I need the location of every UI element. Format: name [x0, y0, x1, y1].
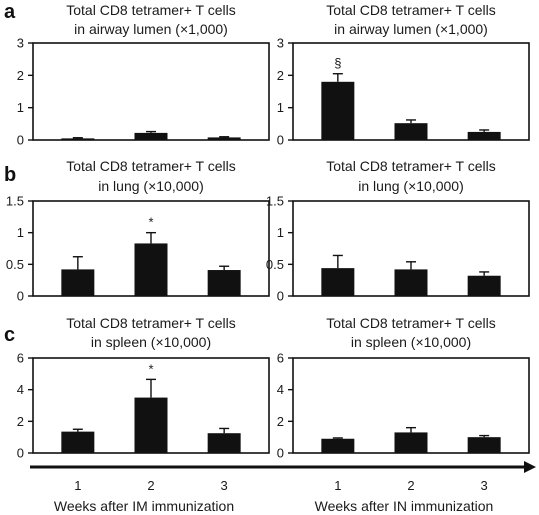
panel-letter-b: b — [4, 164, 16, 186]
chart-2-bar-0 — [61, 269, 95, 296]
chart-4-ytick-label-0: 0 — [17, 446, 24, 461]
chart-3-bar-2 — [467, 275, 501, 296]
chart-1-ytick-label-0: 0 — [277, 133, 284, 148]
chart-1-ytick-label-1: 1 — [277, 100, 284, 115]
chart-4-title-line-1: in spleen (×10,000) — [91, 334, 211, 350]
chart-4-ytick-label-1: 2 — [17, 414, 24, 429]
chart-1-bar-1 — [394, 123, 428, 140]
chart-3-ytick-label-0: 0 — [277, 289, 284, 304]
chart-4-bar-0 — [61, 431, 95, 453]
chart-3-title-line-0: Total CD8 tetramer+ T cells — [326, 158, 496, 174]
chart-5-ytick-label-0: 0 — [277, 446, 284, 461]
chart-3-ytick-label-1: 0.5 — [266, 257, 284, 272]
chart-1-ytick-label-2: 2 — [277, 68, 284, 83]
chart-4-ytick-label-2: 4 — [17, 382, 24, 397]
x-tick-label-0-0: 1 — [74, 478, 81, 493]
x-axis-label-in: Weeks after IN immunization — [315, 498, 494, 514]
x-tick-label-1-2: 3 — [481, 478, 488, 493]
chart-0-bar-1 — [134, 132, 168, 140]
chart-2-title-line-0: Total CD8 tetramer+ T cells — [66, 158, 236, 174]
panel-letter-c: c — [4, 324, 15, 346]
chart-5-ytick-label-3: 6 — [277, 351, 284, 366]
chart-2-ytick-label-2: 1 — [17, 225, 24, 240]
chart-2-bar-2 — [207, 270, 241, 296]
chart-0-ytick-label-0: 0 — [17, 133, 24, 148]
chart-1-title-line-0: Total CD8 tetramer+ T cells — [326, 2, 496, 18]
x-tick-label-0-1: 2 — [147, 478, 154, 493]
chart-5-bar-2 — [467, 437, 501, 453]
chart-4-title-line-0: Total CD8 tetramer+ T cells — [66, 315, 236, 331]
chart-5-title-line-0: Total CD8 tetramer+ T cells — [326, 315, 496, 331]
chart-0-title-line-0: Total CD8 tetramer+ T cells — [66, 2, 236, 18]
chart-4-annotation-1: * — [148, 361, 153, 376]
chart-3-bar-1 — [394, 269, 428, 296]
chart-5-ytick-label-1: 2 — [277, 414, 284, 429]
chart-1-bar-2 — [467, 131, 501, 140]
chart-0-ytick-label-3: 3 — [17, 36, 24, 51]
chart-2-ytick-label-3: 1.5 — [6, 194, 24, 209]
chart-4-bar-2 — [207, 433, 241, 453]
chart-4-ytick-label-3: 6 — [17, 351, 24, 366]
x-axis-label-im: Weeks after IM immunization — [54, 498, 234, 514]
chart-5-bar-0 — [321, 438, 355, 453]
chart-0-bar-0 — [61, 138, 95, 140]
chart-2-annotation-1: * — [148, 215, 153, 230]
chart-2-title-line-1: in lung (×10,000) — [98, 178, 203, 194]
chart-3-ytick-label-3: 1.5 — [266, 194, 284, 209]
chart-0-ytick-label-1: 1 — [17, 100, 24, 115]
time-arrow-head — [524, 461, 536, 473]
x-tick-label-1-1: 2 — [407, 478, 414, 493]
chart-5-bar-1 — [394, 432, 428, 453]
x-tick-label-0-2: 3 — [221, 478, 228, 493]
chart-0-frame — [32, 42, 270, 141]
chart-0-title-line-1: in airway lumen (×1,000) — [74, 21, 228, 37]
chart-2-bar-1 — [134, 243, 168, 296]
panel-letter-a: a — [4, 1, 16, 23]
chart-0-bar-2 — [207, 137, 241, 140]
chart-4-bar-1 — [134, 397, 168, 453]
chart-5-title-line-1: in spleen (×10,000) — [351, 334, 471, 350]
chart-2-ytick-label-1: 0.5 — [6, 257, 24, 272]
chart-1-ytick-label-3: 3 — [277, 36, 284, 51]
chart-3-title-line-1: in lung (×10,000) — [358, 178, 463, 194]
chart-1-bar-0 — [321, 81, 355, 140]
chart-1-title-line-1: in airway lumen (×1,000) — [334, 21, 488, 37]
charts-group: Total CD8 tetramer+ T cells in airway lum… — [6, 2, 530, 461]
chart-2-ytick-label-0: 0 — [17, 289, 24, 304]
x-tick-labels: 1 2 3 1 2 3 — [74, 478, 488, 493]
chart-3-bar-0 — [321, 268, 355, 296]
chart-0-ytick-label-2: 2 — [17, 68, 24, 83]
chart-1-annotation-0: § — [334, 56, 341, 71]
chart-3-ytick-label-2: 1 — [277, 225, 284, 240]
chart-5-ytick-label-2: 4 — [277, 382, 284, 397]
x-tick-label-1-0: 1 — [334, 478, 341, 493]
